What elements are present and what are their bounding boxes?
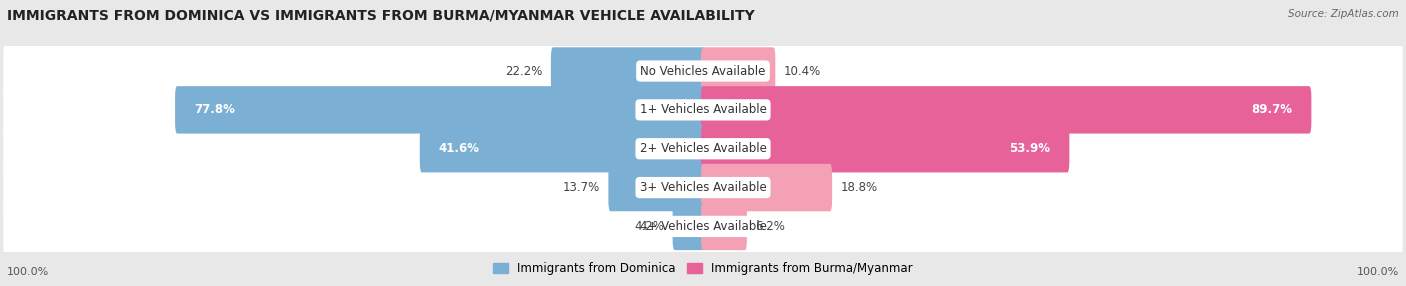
Text: 41.6%: 41.6% [439,142,479,155]
FancyBboxPatch shape [551,47,704,95]
FancyBboxPatch shape [420,125,704,172]
Text: 10.4%: 10.4% [783,65,821,78]
Text: 1+ Vehicles Available: 1+ Vehicles Available [640,103,766,116]
FancyBboxPatch shape [3,75,1403,145]
FancyBboxPatch shape [3,152,1403,223]
Text: IMMIGRANTS FROM DOMINICA VS IMMIGRANTS FROM BURMA/MYANMAR VEHICLE AVAILABILITY: IMMIGRANTS FROM DOMINICA VS IMMIGRANTS F… [7,9,755,23]
Text: 100.0%: 100.0% [1357,267,1399,277]
FancyBboxPatch shape [702,125,1070,172]
Text: 77.8%: 77.8% [194,103,235,116]
Legend: Immigrants from Dominica, Immigrants from Burma/Myanmar: Immigrants from Dominica, Immigrants fro… [489,258,917,280]
FancyBboxPatch shape [609,164,704,211]
Text: 22.2%: 22.2% [505,65,543,78]
Text: 18.8%: 18.8% [841,181,877,194]
FancyBboxPatch shape [702,203,747,250]
Text: 4.2%: 4.2% [634,220,665,233]
Text: 3+ Vehicles Available: 3+ Vehicles Available [640,181,766,194]
FancyBboxPatch shape [672,203,704,250]
Text: 13.7%: 13.7% [562,181,600,194]
Text: Source: ZipAtlas.com: Source: ZipAtlas.com [1288,9,1399,19]
FancyBboxPatch shape [3,36,1403,106]
Text: 89.7%: 89.7% [1251,103,1292,116]
Text: 6.2%: 6.2% [755,220,785,233]
FancyBboxPatch shape [702,47,775,95]
Text: 100.0%: 100.0% [7,267,49,277]
Text: 2+ Vehicles Available: 2+ Vehicles Available [640,142,766,155]
FancyBboxPatch shape [176,86,704,134]
FancyBboxPatch shape [702,164,832,211]
FancyBboxPatch shape [3,113,1403,184]
Text: 53.9%: 53.9% [1010,142,1050,155]
FancyBboxPatch shape [702,86,1312,134]
Text: No Vehicles Available: No Vehicles Available [640,65,766,78]
Text: 4+ Vehicles Available: 4+ Vehicles Available [640,220,766,233]
FancyBboxPatch shape [3,191,1403,262]
